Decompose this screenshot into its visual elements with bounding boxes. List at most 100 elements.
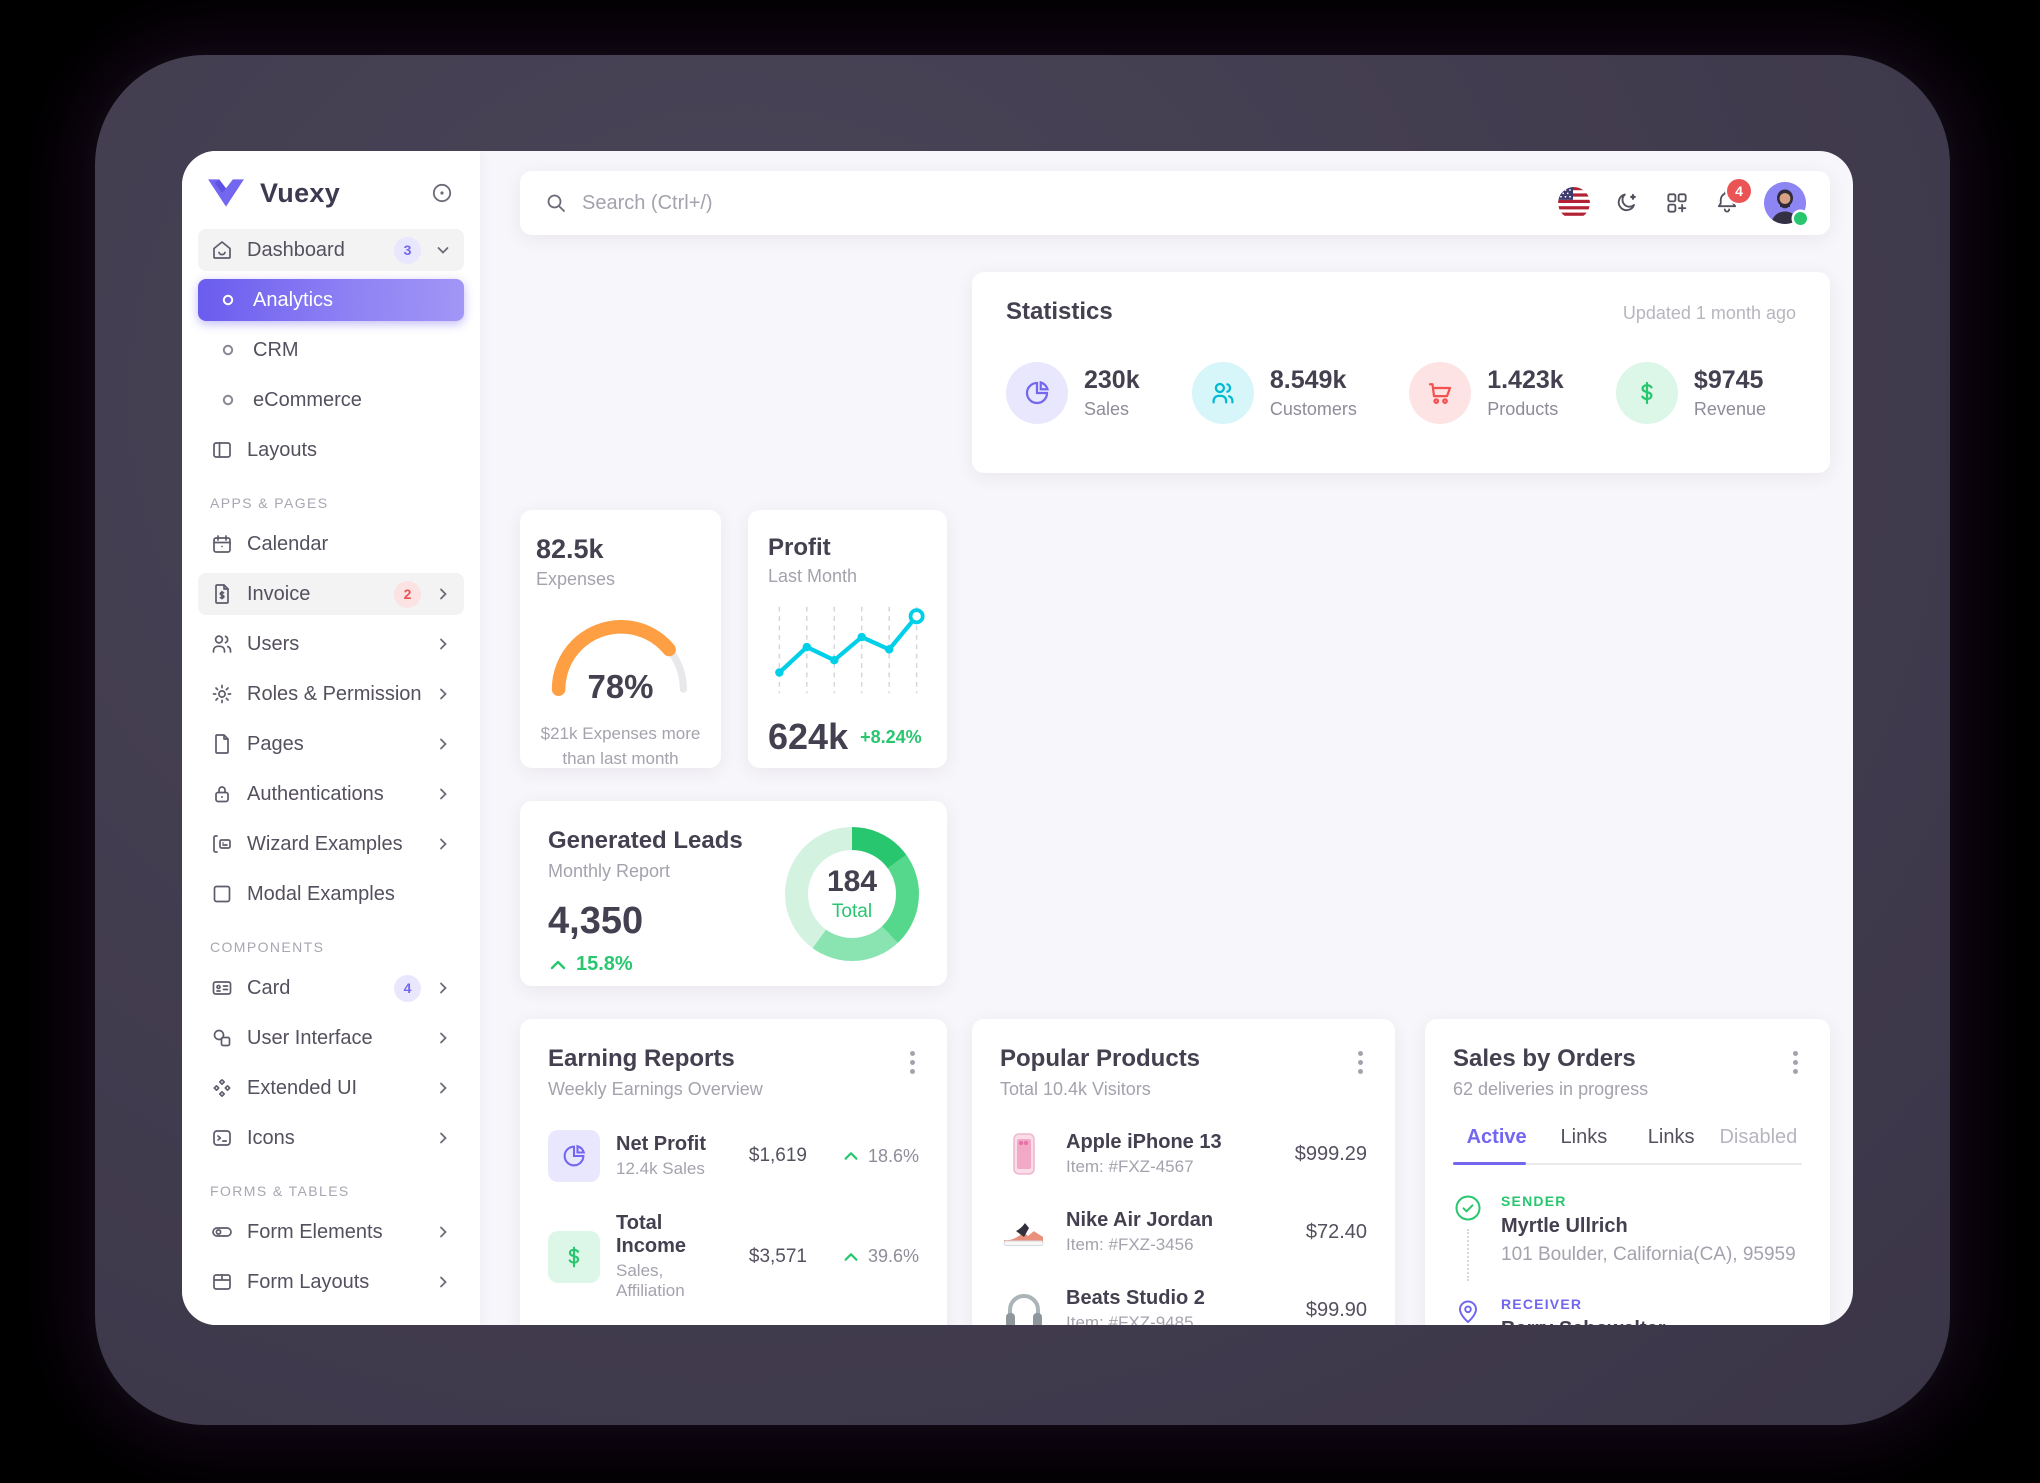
iphone-product-image <box>1000 1130 1048 1178</box>
leads-subtitle: Monthly Report <box>548 861 671 881</box>
sidebar-nav: Dashboard 3 Analytics CRM eCommerce Layo… <box>182 225 480 1303</box>
timeline-sender: SENDER Myrtle Ullrich 101 Boulder, Calif… <box>1453 1193 1802 1281</box>
donut-total-label: Total <box>831 900 873 922</box>
sidebar-item-roles-permissions[interactable]: Roles & Permissions <box>198 673 464 715</box>
sidebar-item-ecommerce[interactable]: eCommerce <box>198 379 464 421</box>
popular-products-card: Popular Products Total 10.4k Visitors Ap… <box>972 1019 1395 1325</box>
headphones-product-image <box>1000 1286 1048 1325</box>
sidebar-item-analytics[interactable]: Analytics <box>198 279 464 321</box>
card-count-badge: 4 <box>394 974 421 1002</box>
square-icon <box>213 885 231 903</box>
kebab-menu-icon[interactable] <box>1789 1045 1802 1080</box>
sneaker-product-image <box>1000 1208 1048 1256</box>
logo[interactable]: Vuexy <box>182 151 480 225</box>
chevron-right-icon <box>440 1276 447 1288</box>
sidebar-item-label: Analytics <box>253 288 334 311</box>
sidebar-item-layouts[interactable]: Layouts <box>198 429 464 471</box>
users-icon <box>1212 382 1234 404</box>
earning-reports-card: Earning Reports Weekly Earnings Overview… <box>520 1019 947 1325</box>
sidebar: Vuexy Dashboard 3 Analytics CRM <box>182 151 480 1325</box>
sidebar-item-label: Icons <box>247 1126 295 1149</box>
leads-title: Generated Leads <box>548 827 743 854</box>
sidebar-item-label: CRM <box>253 338 299 361</box>
expenses-note: $21k Expenses more than last month <box>540 724 701 768</box>
search-zone[interactable] <box>544 191 1558 215</box>
wizard-icon <box>213 835 231 853</box>
sidebar-collapse-icon[interactable] <box>430 181 454 205</box>
earning-amount: $1,619 <box>748 1145 807 1166</box>
sidebar-item-users[interactable]: Users <box>198 623 464 665</box>
sales-tabs: Active Links Links Disabled <box>1453 1126 1802 1165</box>
notifications-bell[interactable]: 4 <box>1714 178 1751 219</box>
sidebar-item-crm[interactable]: CRM <box>198 329 464 371</box>
app-window: Vuexy Dashboard 3 Analytics CRM <box>182 151 1853 1325</box>
sidebar-item-invoice[interactable]: Invoice 2 <box>198 573 464 615</box>
leads-donut-chart: 184 Total <box>785 826 919 961</box>
timeline-receiver: RECEIVER Barry Schowalter 939 Orange, Ca… <box>1453 1296 1802 1325</box>
sidebar-item-form-elements[interactable]: Form Elements <box>198 1211 464 1253</box>
file-icon <box>215 734 229 754</box>
stat-label: Products <box>1487 399 1559 419</box>
sidebar-item-modal-examples[interactable]: Modal Examples <box>198 873 464 915</box>
language-flag-icon[interactable] <box>1558 187 1590 219</box>
expenses-percent: 78% <box>587 668 654 705</box>
sidebar-item-user-interface[interactable]: User Interface <box>198 1017 464 1059</box>
tab-links-1[interactable]: Links <box>1560 1126 1608 1148</box>
profit-card: Profit Last Month 624k +8.24% <box>748 510 947 768</box>
sidebar-item-dashboard[interactable]: Dashboard 3 <box>198 229 464 271</box>
sidebar-item-card[interactable]: Card 4 <box>198 967 464 1009</box>
stat-label: Customers <box>1269 399 1357 419</box>
sidebar-section-apps-pages: APPS & PAGES <box>210 495 329 511</box>
sender-address: 101 Boulder, California(CA), 95959 <box>1501 1244 1796 1265</box>
shortcuts-grid-icon[interactable] <box>1664 190 1690 216</box>
chevron-right-icon <box>440 982 447 994</box>
earning-title: Earning Reports <box>548 1045 735 1072</box>
form-layout-icon <box>213 1274 231 1290</box>
stat-label: Revenue <box>1693 399 1766 419</box>
sidebar-item-label: Modal Examples <box>247 882 395 905</box>
tab-active[interactable]: Active <box>1453 1126 1540 1165</box>
statistics-card: Statistics Updated 1 month ago 230k Sales… <box>972 272 1830 473</box>
product-price: $999.29 <box>1294 1142 1367 1165</box>
earning-subtitle: Weekly Earnings Overview <box>548 1079 763 1099</box>
expenses-value: 82.5k <box>536 534 604 564</box>
expenses-card: 82.5k Expenses 78% $21k Expenses more th… <box>520 510 721 768</box>
sidebar-item-form-layouts[interactable]: Form Layouts <box>198 1261 464 1303</box>
chevron-down-icon <box>437 247 449 254</box>
kebab-menu-icon[interactable] <box>906 1045 919 1080</box>
sidebar-item-pages[interactable]: Pages <box>198 723 464 765</box>
search-icon <box>547 194 565 212</box>
sidebar-item-label: Form Layouts <box>247 1270 370 1293</box>
invoice-icon <box>215 584 229 604</box>
user-avatar[interactable] <box>1764 182 1807 225</box>
sidebar-item-calendar[interactable]: Calendar <box>198 523 464 565</box>
popular-subtitle: Total 10.4k Visitors <box>1000 1079 1151 1099</box>
profit-title: Profit <box>768 534 831 561</box>
dark-mode-moon-icon[interactable] <box>1614 190 1640 216</box>
sidebar-item-extended-ui[interactable]: Extended UI <box>198 1067 464 1109</box>
sidebar-item-label: Roles & Permissions <box>247 682 421 705</box>
sidebar-item-label: Pages <box>247 732 304 755</box>
product-row-iphone: Apple iPhone 13 Item: #FXZ-4567 $999.29 <box>1000 1130 1367 1178</box>
chevron-right-icon <box>440 1226 447 1238</box>
sidebar-item-label: Users <box>247 632 300 655</box>
layout-icon <box>213 442 231 458</box>
invoice-count-badge: 2 <box>394 580 421 608</box>
sidebar-section-components: COMPONENTS <box>210 939 325 955</box>
sidebar-item-authentications[interactable]: Authentications <box>198 773 464 815</box>
tab-disabled[interactable]: Disabled <box>1719 1126 1798 1148</box>
generated-leads-card: Generated Leads Monthly Report 4,350 15.… <box>520 801 947 986</box>
sidebar-item-wizard-examples[interactable]: Wizard Examples <box>198 823 464 865</box>
sidebar-item-label: Wizard Examples <box>247 832 403 855</box>
dashboard-count-badge: 3 <box>394 236 421 264</box>
timeline-connector <box>1467 1229 1469 1281</box>
tab-links-2[interactable]: Links <box>1647 1126 1695 1148</box>
chevron-right-icon <box>440 788 447 800</box>
earning-row-total-income: Total Income Sales, Affiliation $3,571 39… <box>548 1212 919 1301</box>
expenses-label: Expenses <box>536 569 616 589</box>
chevron-right-icon <box>440 1032 447 1044</box>
search-input[interactable] <box>582 191 1558 215</box>
statistics-updated: Updated 1 month ago <box>1622 303 1796 323</box>
kebab-menu-icon[interactable] <box>1354 1045 1367 1080</box>
sidebar-item-icons[interactable]: Icons <box>198 1117 464 1159</box>
